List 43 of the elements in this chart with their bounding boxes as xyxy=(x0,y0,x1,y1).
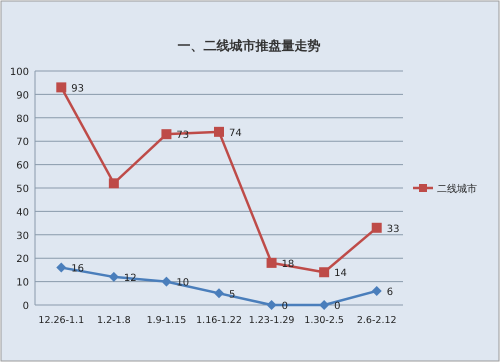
y-tick-label: 90 xyxy=(16,90,29,102)
data-label: 0 xyxy=(334,301,341,312)
y-tick-label: 70 xyxy=(16,137,29,148)
point xyxy=(266,300,277,310)
y-tick-label: 0 xyxy=(22,301,29,312)
data-label: 6 xyxy=(386,286,394,298)
y-tick-label: 80 xyxy=(16,114,29,125)
data-label: 74 xyxy=(229,128,242,139)
x-tick-label: 1.9-1.15 xyxy=(146,315,186,326)
point xyxy=(108,272,119,282)
y-tick-label: 20 xyxy=(16,254,29,266)
x-tick-label: 12.26-1.1 xyxy=(38,315,84,326)
point xyxy=(266,258,277,268)
point xyxy=(372,286,382,296)
point xyxy=(214,288,224,298)
x-tick-label: 1.2-1.8 xyxy=(97,315,131,326)
y-tick-label: 100 xyxy=(10,67,29,78)
data-label: 14 xyxy=(334,268,347,280)
data-label: 12 xyxy=(124,272,137,284)
point xyxy=(214,126,224,137)
legend-label: 二线城市 xyxy=(437,183,477,195)
y-tick-label: 50 xyxy=(16,184,29,195)
point xyxy=(372,222,382,233)
y-tick-label: 10 xyxy=(16,278,29,289)
x-tick-label: 1.30-2.5 xyxy=(304,315,344,326)
y-tick-label: 40 xyxy=(16,207,29,218)
x-tick-label: 1.23-1.29 xyxy=(248,315,294,326)
point xyxy=(108,178,119,188)
point xyxy=(319,300,330,310)
x-tick-label: 1.16-1.22 xyxy=(196,315,242,326)
x-tick-label: 2.6-2.12 xyxy=(356,315,397,326)
point xyxy=(56,262,66,273)
data-label: 93 xyxy=(71,83,84,94)
chart-title: 一、二线城市推盘量走势 xyxy=(178,38,320,54)
point xyxy=(56,82,66,92)
point xyxy=(161,276,172,287)
data-label: 10 xyxy=(176,278,190,289)
y-tick-label: 30 xyxy=(16,230,29,242)
y-tick-label: 60 xyxy=(16,160,29,172)
data-label: 5 xyxy=(229,289,236,300)
data-label: 33 xyxy=(386,224,400,235)
point xyxy=(161,129,172,140)
point xyxy=(319,267,330,278)
